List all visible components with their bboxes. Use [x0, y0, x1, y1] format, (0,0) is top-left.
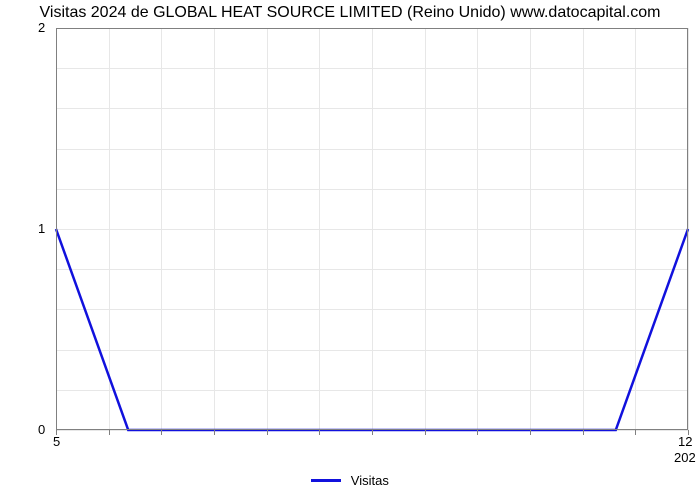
xtick-mark — [372, 430, 373, 435]
xtick-mark — [530, 430, 531, 435]
xtick-label-left: 5 — [53, 434, 60, 449]
xtick-mark — [214, 430, 215, 435]
xtick-mark — [425, 430, 426, 435]
plot-area — [56, 28, 688, 430]
ytick-label: 1 — [38, 221, 45, 236]
ytick-label: 2 — [38, 20, 45, 35]
grid-line-v — [688, 28, 689, 430]
xtick-mark — [109, 430, 110, 435]
xtick-label-right: 12 — [678, 434, 692, 449]
legend: Visitas — [0, 472, 700, 488]
xtick-mark — [267, 430, 268, 435]
ytick-label: 0 — [38, 422, 45, 437]
xaxis-sublabel: 202 — [674, 450, 696, 465]
xtick-mark — [161, 430, 162, 435]
chart-container: Visitas 2024 de GLOBAL HEAT SOURCE LIMIT… — [0, 0, 700, 500]
xtick-mark — [319, 430, 320, 435]
line-series — [56, 28, 688, 430]
legend-label: Visitas — [351, 473, 389, 488]
xtick-mark — [477, 430, 478, 435]
legend-swatch — [311, 479, 341, 482]
chart-title: Visitas 2024 de GLOBAL HEAT SOURCE LIMIT… — [0, 0, 700, 22]
xtick-mark — [635, 430, 636, 435]
xtick-mark — [583, 430, 584, 435]
